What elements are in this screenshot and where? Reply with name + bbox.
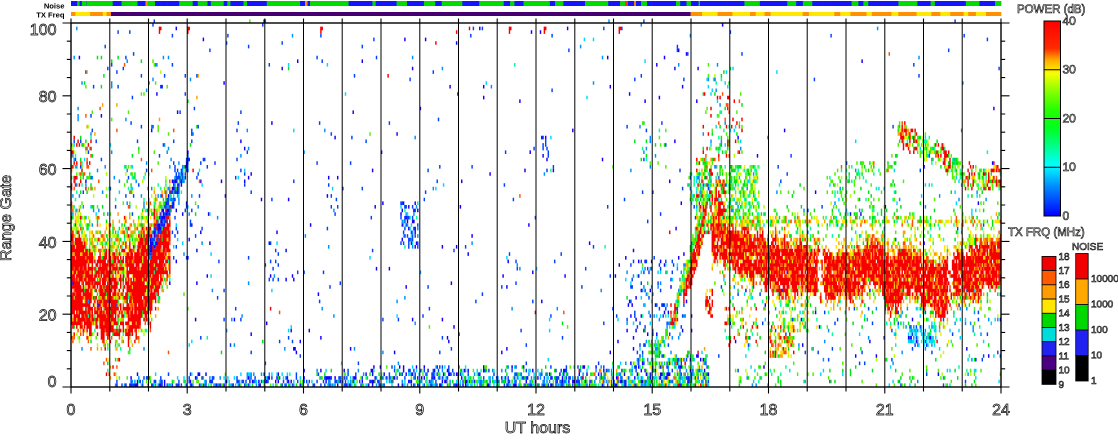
svg-text:0: 0 <box>1063 209 1070 223</box>
svg-text:10: 10 <box>1063 160 1077 174</box>
svg-text:21: 21 <box>876 402 894 419</box>
svg-text:40: 40 <box>39 235 57 252</box>
svg-text:Range Gate: Range Gate <box>0 175 15 261</box>
svg-text:1000: 1000 <box>1091 300 1114 311</box>
svg-text:18: 18 <box>760 402 778 419</box>
svg-text:3: 3 <box>183 402 192 419</box>
svg-text:10: 10 <box>1059 366 1071 377</box>
svg-text:24: 24 <box>992 402 1010 419</box>
svg-text:1: 1 <box>1091 376 1097 387</box>
svg-text:9: 9 <box>415 402 424 419</box>
svg-text:14: 14 <box>1059 309 1071 320</box>
svg-text:11: 11 <box>1059 351 1070 362</box>
svg-text:POWER (dB): POWER (dB) <box>1017 4 1086 16</box>
svg-text:TX FRQ (MHz): TX FRQ (MHz) <box>1008 227 1085 239</box>
svg-text:10: 10 <box>1091 351 1103 362</box>
svg-text:40: 40 <box>1063 14 1077 28</box>
svg-text:20: 20 <box>39 308 57 325</box>
svg-text:NOISE: NOISE <box>1072 242 1103 253</box>
svg-text:30: 30 <box>1063 63 1077 77</box>
svg-text:UT hours: UT hours <box>505 420 571 435</box>
svg-text:17: 17 <box>1059 266 1071 277</box>
svg-text:TX Freq: TX Freq <box>36 11 65 20</box>
svg-text:15: 15 <box>643 402 661 419</box>
svg-text:100: 100 <box>1091 325 1108 336</box>
svg-text:10000: 10000 <box>1091 274 1118 285</box>
svg-text:80: 80 <box>39 89 57 106</box>
svg-text:0: 0 <box>67 402 76 419</box>
svg-text:20: 20 <box>1063 111 1077 125</box>
svg-text:16: 16 <box>1059 280 1071 291</box>
svg-text:60: 60 <box>39 162 57 179</box>
svg-text:0: 0 <box>48 374 57 391</box>
svg-text:12: 12 <box>1059 337 1071 348</box>
svg-text:15: 15 <box>1059 294 1071 305</box>
svg-text:13: 13 <box>1059 323 1071 334</box>
svg-text:12: 12 <box>527 402 545 419</box>
svg-text:9: 9 <box>1059 380 1065 391</box>
svg-text:100: 100 <box>30 22 57 39</box>
svg-text:6: 6 <box>299 402 308 419</box>
svg-text:18: 18 <box>1059 252 1071 263</box>
svg-text:Noise: Noise <box>44 2 65 11</box>
